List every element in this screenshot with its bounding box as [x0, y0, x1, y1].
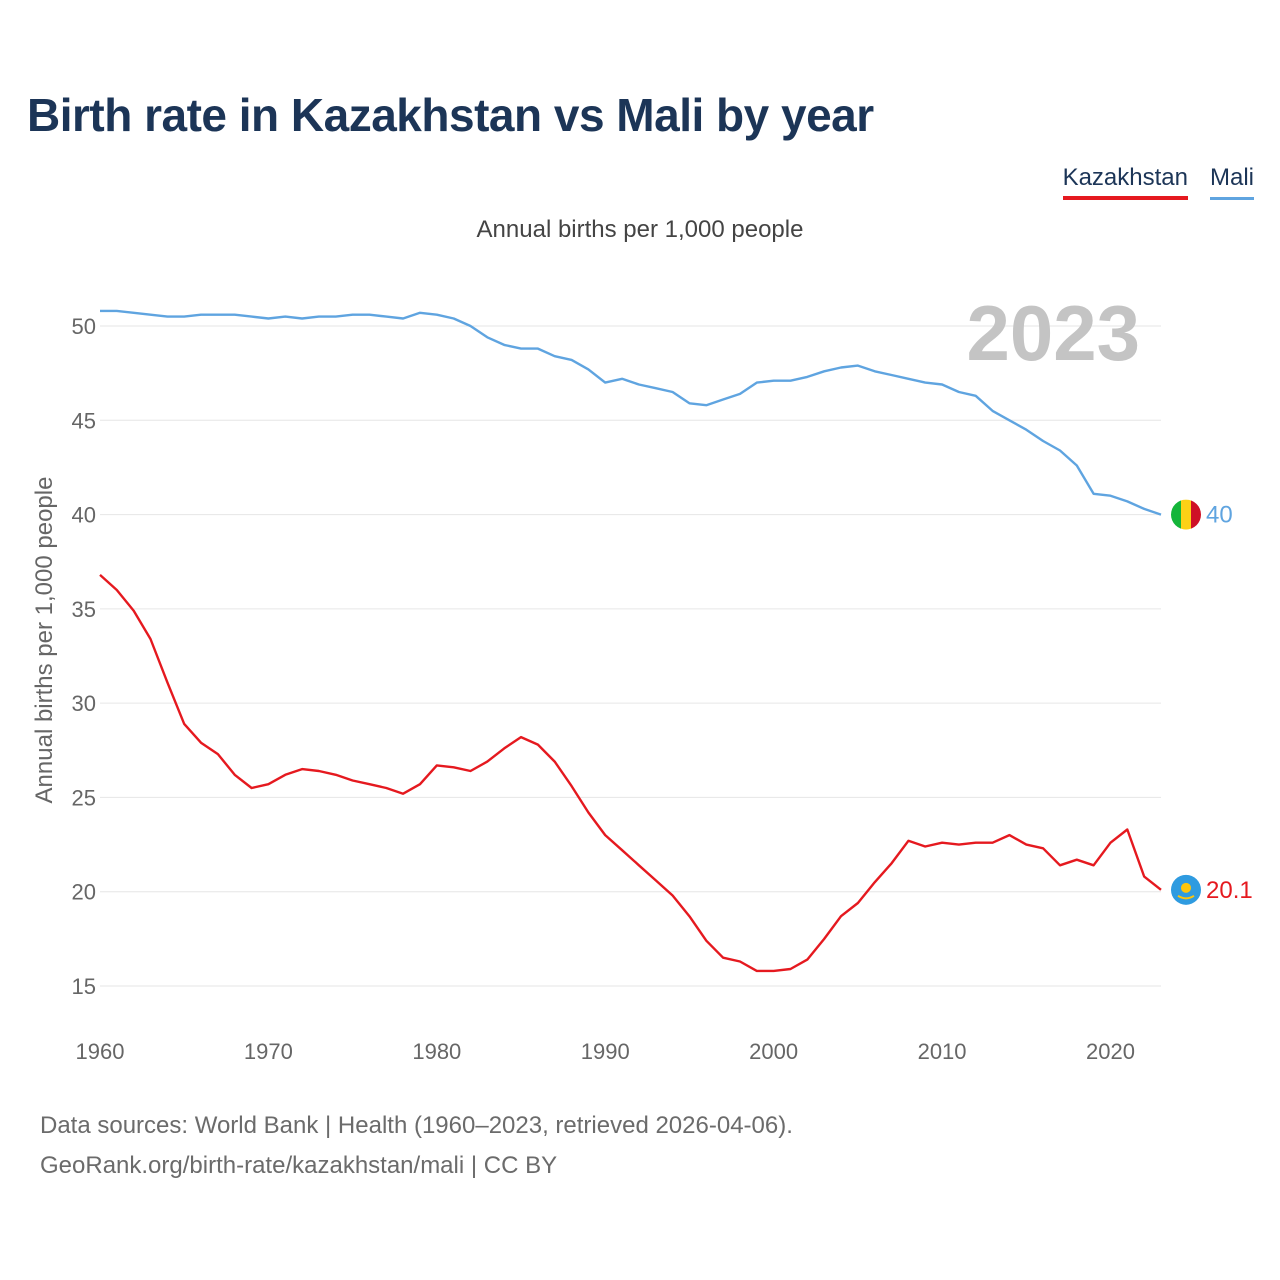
x-tick-label: 1980 [412, 1039, 461, 1064]
source-line-1: Data sources: World Bank | Health (1960–… [40, 1112, 793, 1139]
end-markers: 20.1 40 [1171, 499, 1253, 905]
line-chart: 15 20 25 30 35 40 45 50 1960 1970 1980 1990 2000 201… [31, 289, 1253, 1064]
x-tick-label: 1960 [76, 1039, 125, 1064]
x-tick-label: 2000 [749, 1039, 798, 1064]
mali-flag-icon [1171, 499, 1201, 530]
chart-title: Birth rate in Kazakhstan vs Mali by year [27, 89, 874, 141]
series-line-kazakhstan[interactable] [99, 574, 1162, 973]
legend-item-kazakhstan[interactable]: Kazakhstan [1062, 164, 1188, 200]
legend-swatch-mali [1209, 197, 1254, 200]
y-tick-label: 30 [72, 691, 96, 716]
legend-label-mali: Mali [1209, 164, 1254, 191]
kazakhstan-flag-icon [1171, 874, 1201, 905]
series-line-mali[interactable] [100, 309, 1162, 516]
legend-label-kazakhstan: Kazakhstan [1062, 164, 1188, 191]
legend-swatch-kazakhstan [1062, 196, 1188, 200]
y-tick-label: 35 [72, 597, 96, 622]
end-label-kazakhstan: 20.1 [1206, 877, 1253, 904]
year-watermark: 2023 [966, 289, 1140, 377]
gridlines [100, 325, 1161, 987]
source-note: Data sources: World Bank | Health (1960–… [40, 1106, 793, 1186]
y-tick-label: 45 [72, 408, 96, 433]
y-axis-ticks: 15 20 25 30 35 40 45 50 [72, 314, 96, 999]
x-tick-label: 1990 [581, 1039, 630, 1064]
legend-item-mali[interactable]: Mali [1209, 164, 1254, 200]
source-line-2[interactable]: GeoRank.org/birth-rate/kazakhstan/mali |… [40, 1152, 558, 1179]
x-tick-label: 1970 [244, 1039, 293, 1064]
x-tick-label: 2010 [918, 1039, 967, 1064]
chart-subtitle: Annual births per 1,000 people [476, 216, 804, 243]
x-tick-label: 2020 [1086, 1039, 1135, 1064]
y-tick-label: 50 [72, 314, 96, 339]
series-lines [99, 309, 1162, 973]
y-tick-label: 25 [72, 785, 96, 810]
y-tick-label: 20 [72, 880, 96, 905]
y-tick-label: 40 [72, 503, 96, 528]
legend: Kazakhstan Mali [1062, 164, 1254, 200]
x-axis-ticks: 1960 1970 1980 1990 2000 2010 2020 [76, 1039, 1135, 1064]
y-axis-label: Annual births per 1,000 people [31, 477, 58, 804]
end-label-mali: 40 [1206, 502, 1233, 529]
y-tick-label: 15 [72, 974, 96, 999]
